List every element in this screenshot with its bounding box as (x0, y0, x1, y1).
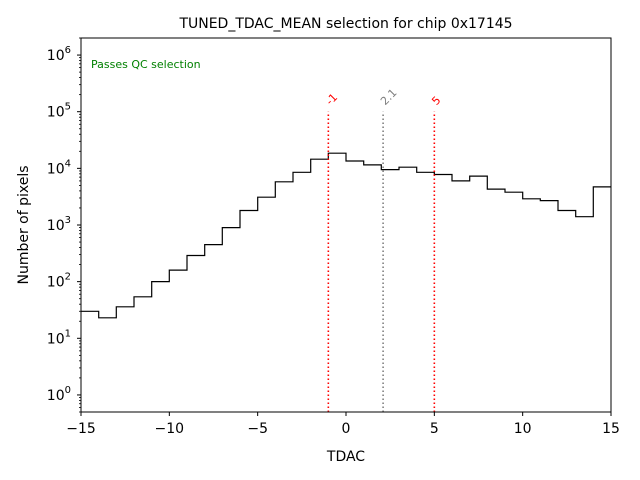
plot-layer: -1 2.1 5 −15 −10 −5 0 5 10 15 100 101 102 103 104 105 10… (47, 37, 620, 437)
histogram-bin (523, 199, 541, 412)
y-tick-label: 106 (47, 45, 71, 64)
plot-frame (80, 37, 612, 413)
histogram-bin (240, 211, 258, 412)
threshold-label: 5 (429, 94, 443, 108)
y-axis-title: Number of pixels (16, 165, 32, 284)
threshold-label: 2.1 (378, 86, 400, 108)
y-tick-label: 101 (47, 328, 71, 347)
histogram-bin (576, 217, 594, 412)
histogram-bin (81, 311, 99, 412)
x-tick-label: 0 (342, 421, 351, 437)
histogram-bin (399, 167, 417, 412)
y-tick-label: 103 (47, 215, 71, 234)
histogram-bin (205, 245, 223, 412)
qc-annotation: Passes QC selection (91, 58, 201, 71)
y-tick-label: 104 (47, 158, 71, 177)
y-tick-label: 105 (47, 102, 71, 121)
histogram-bin (187, 255, 205, 412)
histogram-step-line (81, 152, 611, 319)
histogram-bin (381, 170, 399, 412)
histogram-bin (505, 192, 523, 412)
histogram-bin (134, 297, 152, 412)
histogram-bin (99, 318, 117, 412)
x-tick-label: 5 (430, 421, 439, 437)
histogram-bin (540, 201, 558, 412)
threshold-label: -1 (323, 91, 340, 108)
y-tick-label: 102 (47, 272, 71, 291)
histogram-bin (293, 172, 311, 412)
y-tick-label: 100 (47, 385, 71, 404)
x-tick-label: −5 (247, 421, 268, 437)
histogram-bin (258, 197, 276, 412)
histogram-bin (558, 211, 576, 412)
histogram-bin (116, 307, 134, 412)
histogram-bin (346, 161, 364, 412)
histogram-bin (222, 228, 240, 412)
histogram-bin (328, 153, 346, 412)
histogram-bin (311, 159, 329, 412)
histogram-bin (364, 165, 382, 412)
x-tick-label: −10 (155, 421, 185, 437)
histogram-bin (152, 282, 170, 412)
x-tick-label: 15 (602, 421, 620, 437)
histogram-bin (275, 182, 293, 412)
histogram-bin (417, 172, 435, 412)
histogram-bin (593, 187, 611, 412)
histogram-bin (452, 181, 470, 412)
histogram-bin (487, 189, 505, 412)
histogram-bin (434, 174, 452, 412)
x-tick-label: 10 (514, 421, 532, 437)
histogram-bin (470, 176, 488, 412)
x-axis-title: TDAC (326, 449, 365, 465)
histogram-bin (169, 270, 187, 412)
x-tick-label: −15 (66, 421, 96, 437)
chart-title: TUNED_TDAC_MEAN selection for chip 0x171… (178, 16, 512, 32)
